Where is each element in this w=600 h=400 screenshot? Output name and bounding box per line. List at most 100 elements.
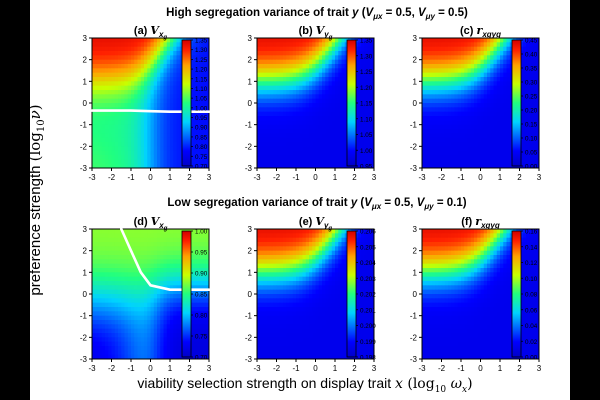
heat-cell bbox=[150, 38, 155, 43]
heat-cell bbox=[160, 133, 164, 139]
heat-cell bbox=[111, 242, 116, 247]
heat-cell bbox=[428, 142, 433, 147]
heat-cell bbox=[140, 64, 145, 69]
heat-cell bbox=[196, 38, 200, 43]
heat-cell bbox=[341, 68, 346, 74]
heat-cell bbox=[305, 90, 310, 95]
heat-cell bbox=[292, 59, 297, 65]
heat-cell bbox=[367, 272, 372, 278]
heat-cell bbox=[341, 281, 346, 286]
heat-cell bbox=[202, 72, 207, 78]
heat-cell bbox=[127, 255, 132, 260]
heat-cell bbox=[170, 55, 174, 61]
heat-cell bbox=[150, 124, 155, 130]
heat-cell bbox=[480, 72, 485, 78]
heat-cell bbox=[173, 159, 177, 165]
heat-cell bbox=[370, 133, 375, 139]
heat-cell bbox=[292, 107, 297, 113]
heat-cell bbox=[118, 55, 122, 61]
heat-cell bbox=[490, 38, 494, 43]
heat-cell bbox=[260, 98, 264, 104]
heat-cell bbox=[121, 311, 125, 317]
heat-cell bbox=[205, 124, 210, 130]
heat-cell bbox=[114, 285, 119, 291]
heat-cell bbox=[302, 155, 307, 160]
heat-cell bbox=[276, 142, 281, 147]
heat-cell bbox=[448, 159, 452, 165]
heat-cell bbox=[101, 250, 106, 256]
heat-cell bbox=[131, 90, 135, 95]
heat-cell bbox=[474, 107, 478, 113]
heat-cell bbox=[170, 294, 174, 299]
heat-cell bbox=[114, 320, 119, 325]
heat-cell bbox=[199, 320, 203, 325]
heat-cell bbox=[163, 72, 168, 78]
heat-cell bbox=[322, 159, 326, 165]
heat-cell bbox=[263, 116, 268, 121]
heat-cell bbox=[302, 233, 307, 239]
heat-cell bbox=[124, 77, 129, 82]
heat-cell bbox=[111, 229, 116, 234]
heat-cell bbox=[292, 150, 297, 156]
heat-cell bbox=[124, 320, 129, 325]
heat-cell bbox=[302, 272, 307, 278]
y-tick-label: -2 bbox=[80, 333, 88, 342]
heat-cell bbox=[127, 150, 132, 156]
heat-cell bbox=[196, 320, 200, 325]
heat-cell bbox=[150, 289, 155, 295]
heat-cell bbox=[153, 94, 158, 100]
heat-cell bbox=[435, 107, 439, 113]
heat-cell bbox=[302, 142, 307, 147]
heat-cell bbox=[127, 94, 132, 100]
heat-cell bbox=[173, 268, 177, 273]
heat-cell bbox=[92, 111, 96, 117]
heat-cell bbox=[361, 276, 365, 282]
heat-cell bbox=[173, 341, 177, 347]
heat-cell bbox=[111, 333, 116, 338]
heat-cell bbox=[422, 142, 426, 147]
heat-cell bbox=[444, 129, 449, 134]
heat-cell bbox=[325, 259, 329, 265]
heat-cell bbox=[176, 298, 181, 304]
heat-cell bbox=[487, 64, 491, 69]
heat-cell bbox=[454, 116, 459, 121]
y-tick-label: -1 bbox=[80, 121, 88, 130]
heat-cell bbox=[344, 133, 349, 139]
heat-cell bbox=[153, 337, 158, 343]
heat-cell bbox=[506, 133, 511, 139]
heat-cell bbox=[467, 163, 472, 169]
heat-cell bbox=[263, 163, 268, 169]
heat-cell bbox=[92, 51, 96, 56]
heat-cell bbox=[199, 250, 203, 256]
heat-cell bbox=[526, 42, 530, 48]
heat-cell bbox=[95, 72, 99, 78]
heat-cell bbox=[444, 64, 449, 69]
heat-cell bbox=[315, 133, 320, 139]
heat-cell bbox=[131, 237, 135, 243]
heat-cell bbox=[95, 229, 99, 234]
heat-cell bbox=[461, 72, 465, 78]
heat-cell bbox=[529, 94, 533, 100]
heat-cell bbox=[173, 137, 177, 143]
heat-cell bbox=[166, 246, 171, 252]
heat-cell bbox=[480, 120, 485, 126]
heat-cell bbox=[503, 116, 507, 121]
heat-cell bbox=[98, 302, 103, 308]
heat-cell bbox=[364, 276, 368, 282]
heat-cell bbox=[309, 42, 313, 48]
heat-cell bbox=[500, 51, 504, 56]
heat-cell bbox=[322, 129, 326, 134]
heat-cell bbox=[341, 133, 346, 139]
heat-cell bbox=[299, 237, 303, 243]
heat-cell bbox=[422, 42, 426, 48]
heat-cell bbox=[92, 320, 96, 325]
heat-cell bbox=[196, 302, 200, 308]
heat-cell bbox=[153, 159, 158, 165]
heat-cell bbox=[309, 272, 313, 278]
heat-cell bbox=[361, 68, 365, 74]
heat-cell bbox=[444, 72, 449, 78]
heat-cell bbox=[270, 246, 274, 252]
heat-cell bbox=[451, 150, 455, 156]
heat-cell bbox=[98, 328, 103, 334]
heat-cell bbox=[163, 298, 168, 304]
